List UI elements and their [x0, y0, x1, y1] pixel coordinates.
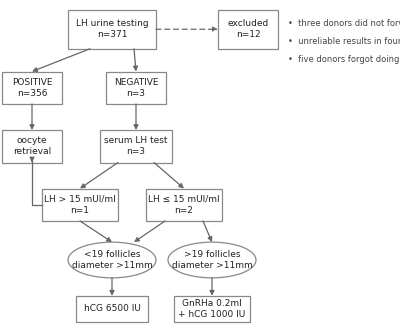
Text: NEGATIVE
n=3: NEGATIVE n=3 [114, 78, 158, 98]
Text: GnRHa 0.2ml
+ hCG 1000 IU: GnRHa 0.2ml + hCG 1000 IU [178, 299, 246, 319]
Text: •  three donors did not forward the picture: • three donors did not forward the pictu… [288, 20, 400, 29]
Text: oocyte
retrieval: oocyte retrieval [13, 136, 51, 156]
FancyBboxPatch shape [174, 296, 250, 322]
FancyBboxPatch shape [218, 10, 278, 49]
FancyBboxPatch shape [42, 188, 118, 221]
Text: •  five donors forgot doing the test: • five donors forgot doing the test [288, 55, 400, 64]
Ellipse shape [68, 242, 156, 278]
Text: serum LH test
n=3: serum LH test n=3 [104, 136, 168, 156]
FancyBboxPatch shape [76, 296, 148, 322]
Ellipse shape [168, 242, 256, 278]
Text: LH urine testing
n=371: LH urine testing n=371 [76, 19, 148, 39]
Text: LH > 15 mUI/ml
n=1: LH > 15 mUI/ml n=1 [44, 195, 116, 215]
FancyBboxPatch shape [106, 72, 166, 104]
Text: LH ≤ 15 mUI/ml
n=2: LH ≤ 15 mUI/ml n=2 [148, 195, 220, 215]
Text: >19 follicles
diameter >11mm: >19 follicles diameter >11mm [172, 250, 252, 270]
Text: POSITIVE
n=356: POSITIVE n=356 [12, 78, 52, 98]
FancyBboxPatch shape [146, 188, 222, 221]
Text: <19 follicles
diameter >11mm: <19 follicles diameter >11mm [72, 250, 152, 270]
FancyBboxPatch shape [100, 130, 172, 162]
FancyBboxPatch shape [2, 130, 62, 162]
Text: hCG 6500 IU: hCG 6500 IU [84, 304, 140, 313]
FancyBboxPatch shape [2, 72, 62, 104]
Text: •  unreliable results in four donors: • unreliable results in four donors [288, 37, 400, 46]
FancyBboxPatch shape [68, 10, 156, 49]
Text: excluded
n=12: excluded n=12 [227, 19, 269, 39]
